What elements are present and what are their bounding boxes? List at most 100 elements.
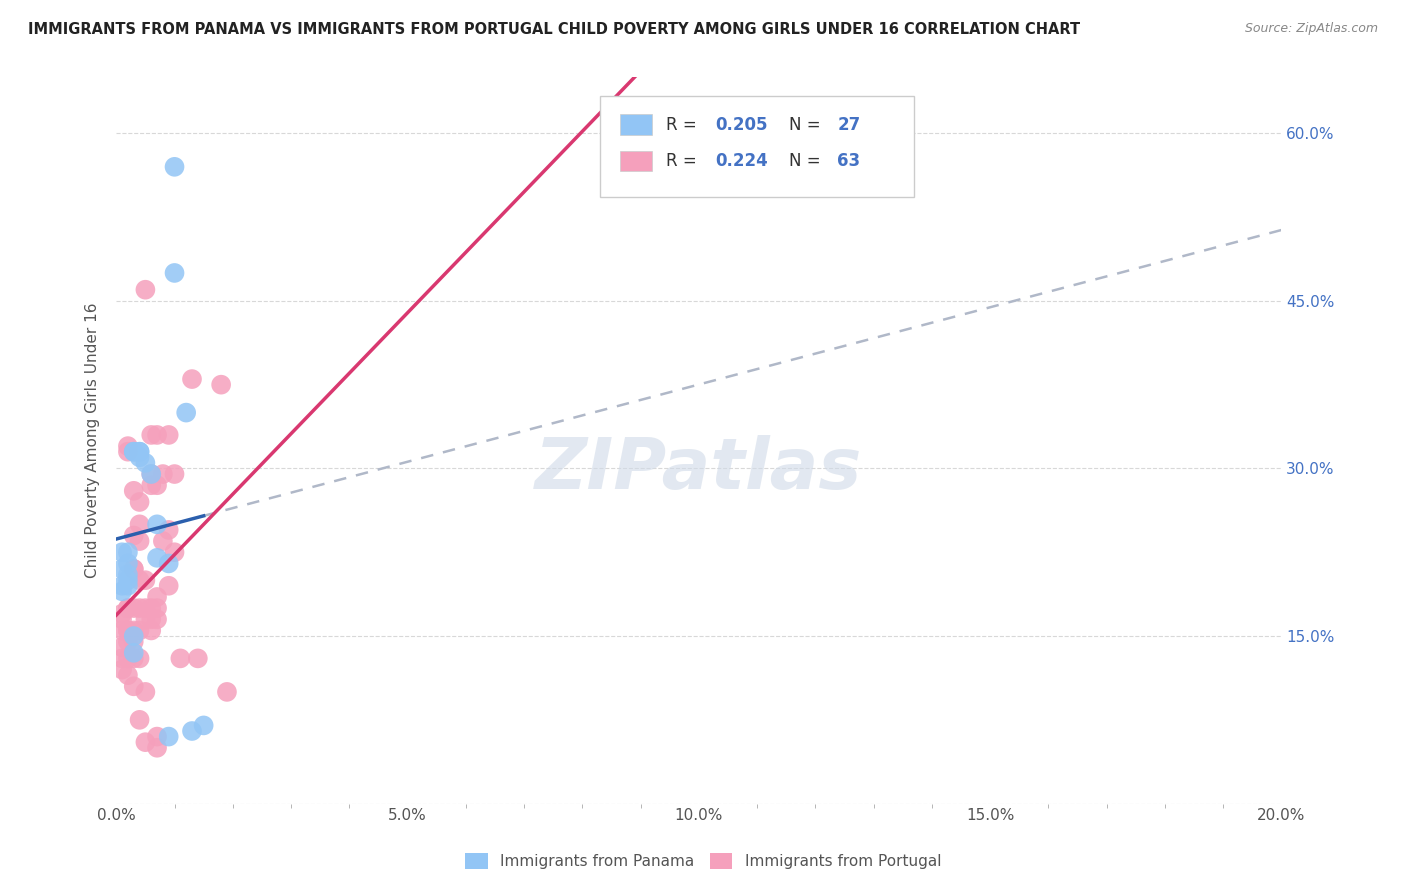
Point	[128, 601, 150, 615]
Point	[128, 573, 150, 587]
Text: R =: R =	[666, 116, 702, 134]
Text: 63: 63	[838, 152, 860, 170]
Point	[128, 444, 150, 458]
Point	[134, 283, 156, 297]
Point	[128, 651, 150, 665]
Point	[122, 562, 145, 576]
Point	[122, 444, 145, 458]
Point	[146, 428, 169, 442]
Point	[141, 467, 163, 481]
Point	[122, 679, 145, 693]
Text: N =: N =	[789, 116, 825, 134]
Point	[117, 439, 139, 453]
Point	[128, 713, 150, 727]
Point	[157, 523, 180, 537]
Point	[187, 651, 209, 665]
Point	[111, 624, 134, 638]
Point	[146, 550, 169, 565]
Point	[215, 685, 238, 699]
Point	[111, 640, 134, 655]
Point	[134, 573, 156, 587]
FancyBboxPatch shape	[620, 114, 652, 135]
Point	[146, 478, 169, 492]
Point	[141, 624, 163, 638]
Point	[117, 567, 139, 582]
Text: ZIPatlas: ZIPatlas	[536, 435, 862, 504]
Point	[122, 601, 145, 615]
Point	[117, 444, 139, 458]
Point	[111, 579, 134, 593]
FancyBboxPatch shape	[600, 95, 914, 197]
Point	[152, 534, 174, 549]
Point	[117, 545, 139, 559]
Point	[128, 517, 150, 532]
Point	[134, 612, 156, 626]
Point	[122, 562, 145, 576]
Point	[141, 612, 163, 626]
Point	[141, 467, 163, 481]
Point	[157, 428, 180, 442]
Point	[117, 601, 139, 615]
Point	[146, 730, 169, 744]
Point	[117, 651, 139, 665]
Point	[141, 478, 163, 492]
Point	[117, 624, 139, 638]
Point	[117, 573, 139, 587]
Point	[128, 444, 150, 458]
Point	[146, 612, 169, 626]
Y-axis label: Child Poverty Among Girls Under 16: Child Poverty Among Girls Under 16	[86, 302, 100, 578]
Point	[146, 740, 169, 755]
Text: N =: N =	[789, 152, 825, 170]
Point	[134, 456, 156, 470]
Text: R =: R =	[666, 152, 702, 170]
Text: IMMIGRANTS FROM PANAMA VS IMMIGRANTS FROM PORTUGAL CHILD POVERTY AMONG GIRLS UND: IMMIGRANTS FROM PANAMA VS IMMIGRANTS FRO…	[28, 22, 1080, 37]
Point	[111, 562, 134, 576]
Point	[146, 601, 169, 615]
Point	[122, 629, 145, 643]
Point	[141, 601, 163, 615]
Point	[117, 668, 139, 682]
Point	[111, 584, 134, 599]
Point	[134, 735, 156, 749]
Point	[111, 612, 134, 626]
Point	[141, 428, 163, 442]
Point	[134, 685, 156, 699]
Text: 0.205: 0.205	[716, 116, 768, 134]
Point	[157, 557, 180, 571]
Point	[117, 601, 139, 615]
Point	[111, 607, 134, 621]
Point	[122, 646, 145, 660]
Point	[163, 545, 186, 559]
Point	[181, 724, 204, 739]
Point	[157, 579, 180, 593]
Point	[117, 634, 139, 648]
Legend: Immigrants from Panama, Immigrants from Portugal: Immigrants from Panama, Immigrants from …	[458, 847, 948, 875]
Point	[128, 450, 150, 465]
Point	[193, 718, 215, 732]
FancyBboxPatch shape	[620, 151, 652, 171]
Point	[128, 624, 150, 638]
Point	[152, 467, 174, 481]
Point	[134, 601, 156, 615]
Point	[181, 372, 204, 386]
Point	[111, 651, 134, 665]
Point	[117, 579, 139, 593]
Point	[209, 377, 232, 392]
Point	[163, 160, 186, 174]
Point	[169, 651, 191, 665]
Point	[111, 545, 134, 559]
Point	[157, 730, 180, 744]
Point	[122, 483, 145, 498]
Point	[163, 467, 186, 481]
Point	[128, 495, 150, 509]
Point	[122, 528, 145, 542]
Point	[117, 624, 139, 638]
Point	[128, 534, 150, 549]
Point	[117, 557, 139, 571]
Point	[111, 663, 134, 677]
Point	[146, 517, 169, 532]
Point	[122, 651, 145, 665]
Point	[174, 406, 197, 420]
Text: 0.224: 0.224	[716, 152, 768, 170]
Point	[163, 266, 186, 280]
